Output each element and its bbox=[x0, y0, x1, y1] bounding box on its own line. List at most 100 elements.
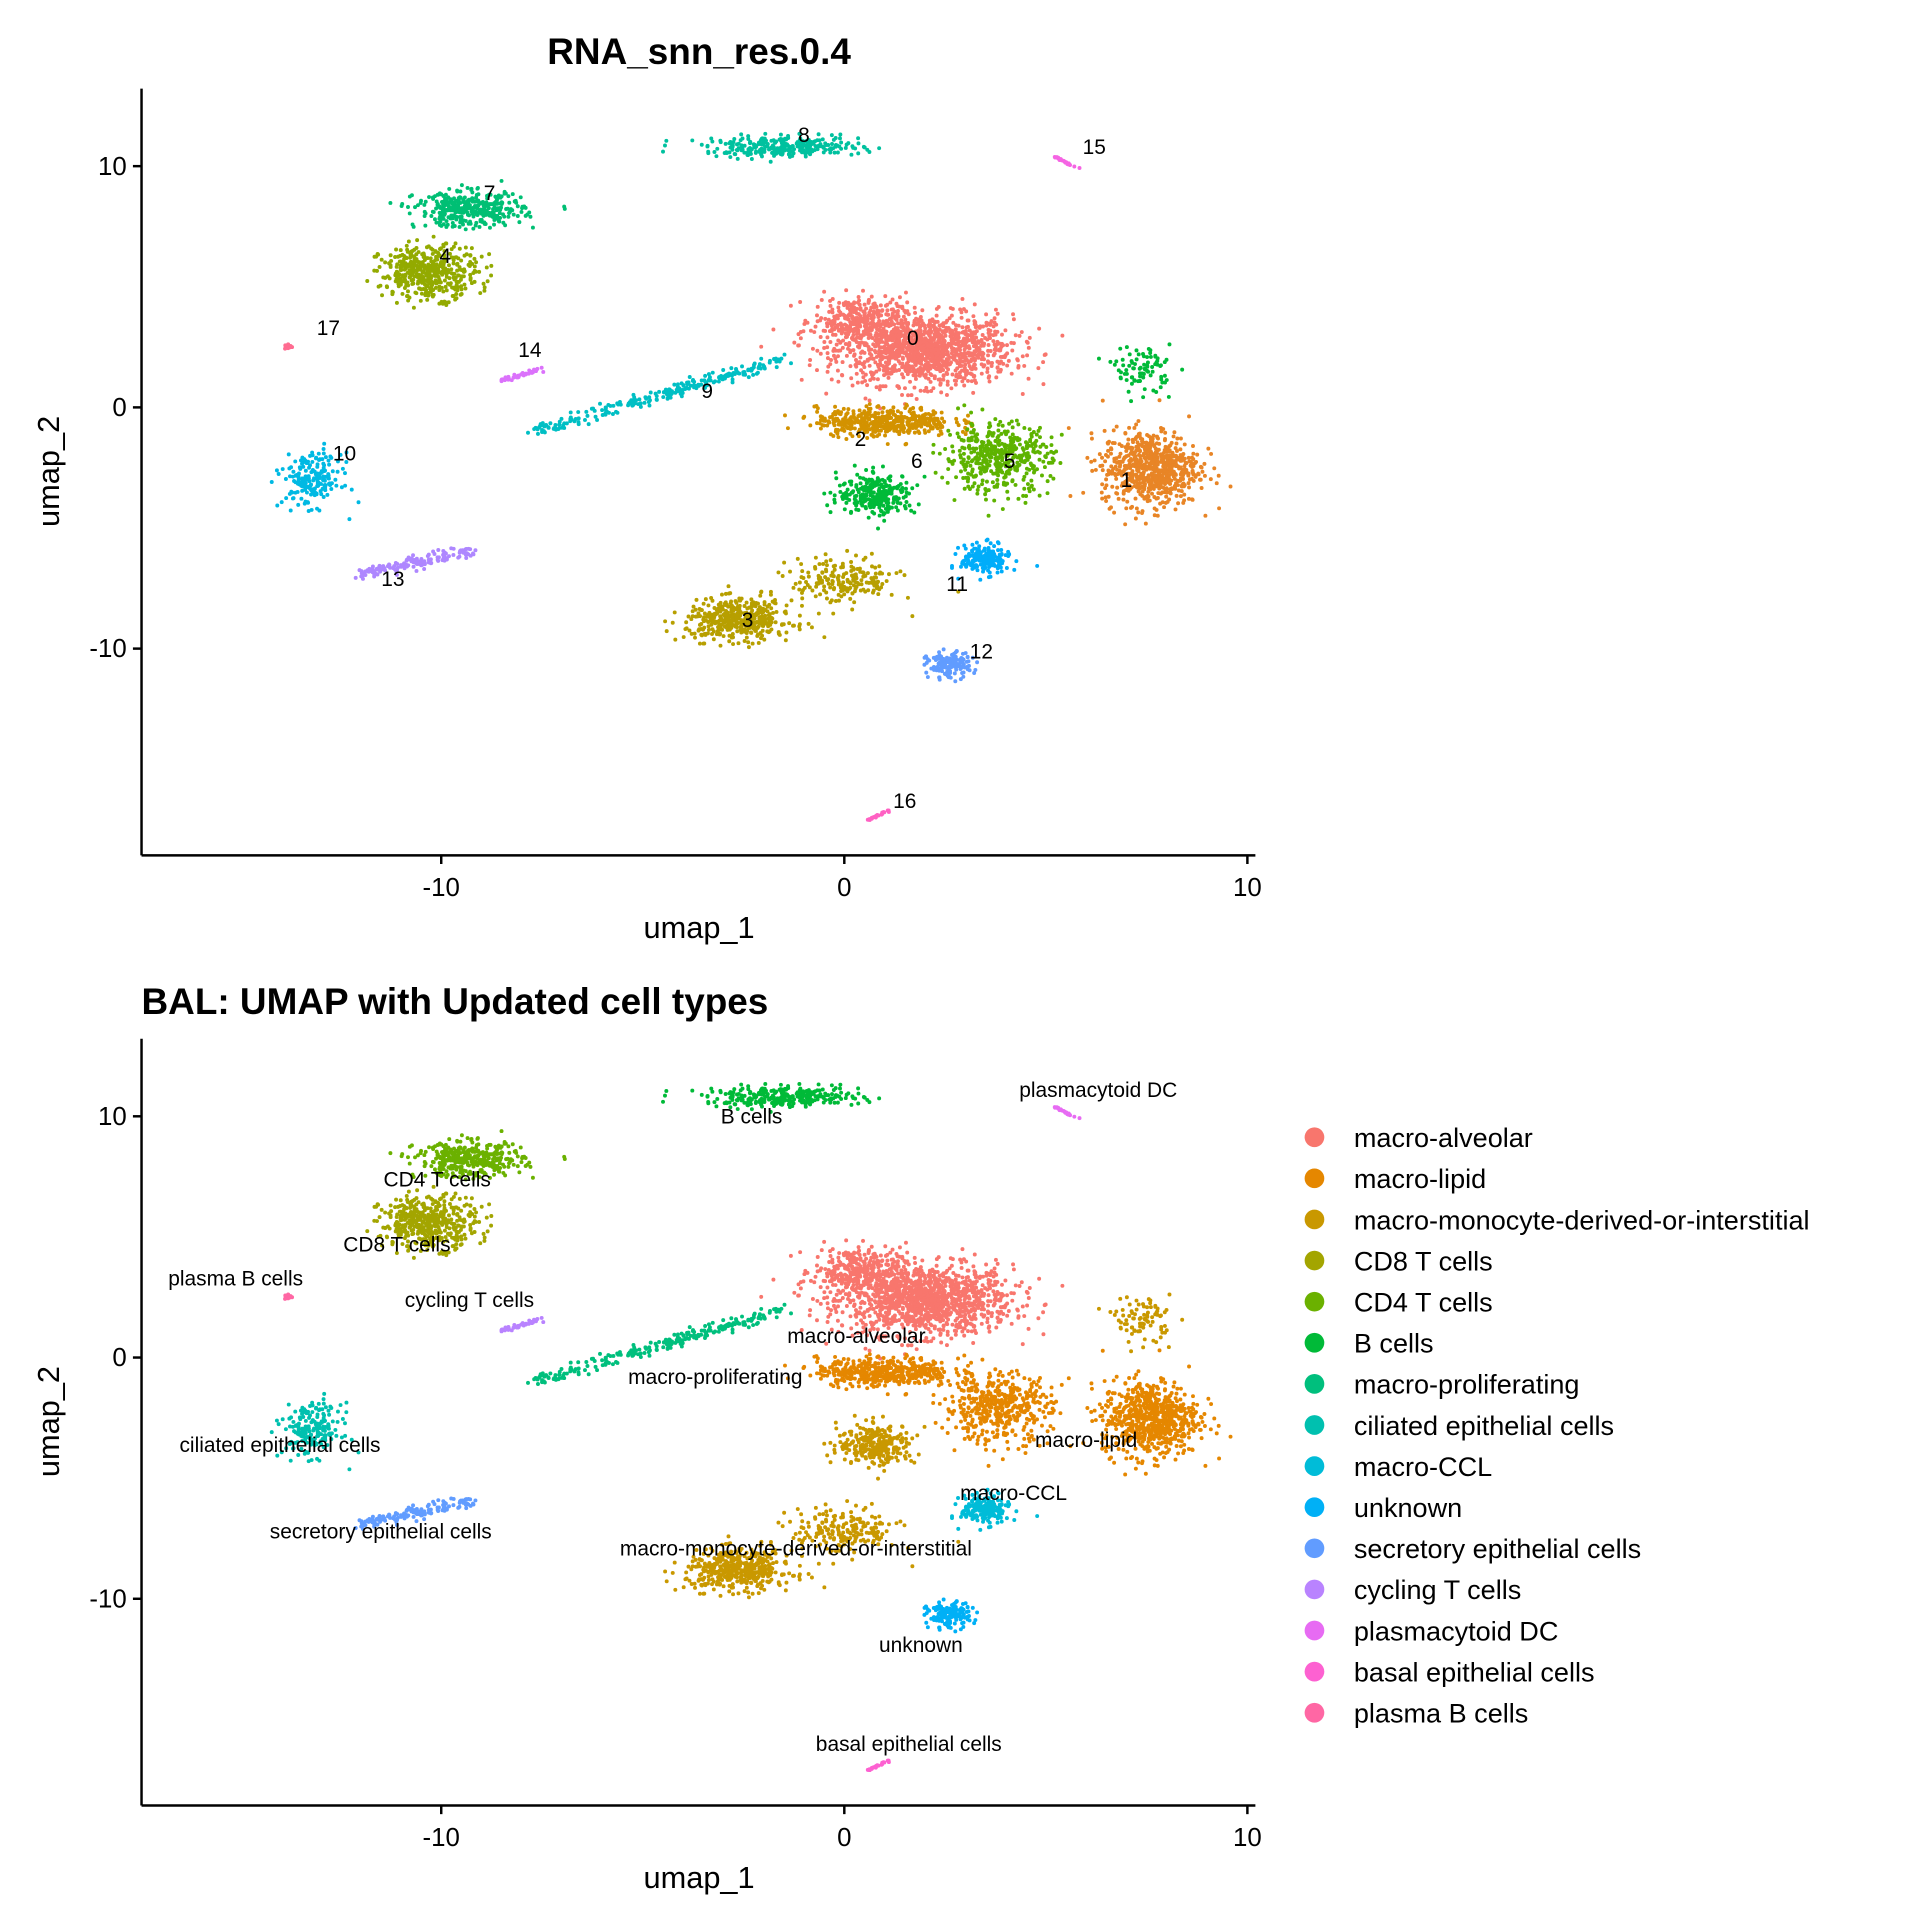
cell-point bbox=[979, 351, 984, 356]
cell-point bbox=[844, 288, 849, 293]
cell-point bbox=[822, 635, 827, 640]
cell-point bbox=[1132, 378, 1137, 383]
cell-point bbox=[958, 455, 963, 460]
cell-point bbox=[875, 377, 880, 382]
cell-point bbox=[1117, 464, 1122, 469]
cell-point bbox=[896, 329, 901, 334]
cell-point bbox=[950, 444, 955, 449]
cell-point bbox=[858, 306, 863, 311]
cell-point bbox=[995, 448, 1000, 453]
cell-point bbox=[901, 325, 906, 330]
cell-point bbox=[910, 330, 915, 335]
cell-point bbox=[941, 341, 946, 345]
cell-point bbox=[980, 407, 985, 412]
cell-point bbox=[852, 352, 857, 357]
cell-point bbox=[1037, 326, 1042, 331]
cell-point bbox=[1089, 431, 1094, 436]
cell-point bbox=[1134, 348, 1139, 353]
cell-point bbox=[906, 312, 911, 317]
cell-point bbox=[715, 629, 720, 634]
cell-point bbox=[1100, 463, 1105, 468]
cell-point bbox=[884, 371, 889, 376]
cell-point bbox=[920, 348, 925, 353]
cell-point bbox=[796, 343, 801, 348]
cell-point bbox=[1134, 506, 1139, 511]
cell-point bbox=[866, 407, 871, 411]
cell-point bbox=[903, 506, 908, 511]
cell-point bbox=[927, 332, 932, 337]
cell-point bbox=[1154, 390, 1159, 394]
cell-point bbox=[945, 480, 950, 485]
cell-point bbox=[1000, 355, 1005, 360]
cell-point bbox=[873, 344, 878, 349]
cell-point bbox=[1118, 346, 1123, 351]
cell-point bbox=[1048, 473, 1053, 478]
cell-point bbox=[831, 574, 836, 579]
cell-point bbox=[394, 300, 399, 305]
cell-point bbox=[925, 353, 930, 358]
cell-point bbox=[376, 284, 381, 289]
cell-point bbox=[1160, 500, 1165, 505]
cell-point bbox=[880, 345, 885, 350]
cell-point bbox=[1104, 453, 1108, 457]
cell-point bbox=[398, 248, 403, 253]
cell-point bbox=[1016, 422, 1021, 427]
cell-point bbox=[909, 508, 914, 513]
cell-point bbox=[1178, 476, 1183, 481]
cell-point bbox=[1198, 464, 1203, 469]
cell-point bbox=[1022, 486, 1027, 491]
cell-point bbox=[848, 323, 853, 328]
cell-point bbox=[436, 274, 441, 279]
cell-point bbox=[385, 274, 390, 279]
cell-point bbox=[1157, 468, 1162, 473]
cell-point bbox=[869, 294, 874, 299]
cell-point bbox=[985, 462, 990, 467]
cell-point bbox=[832, 346, 837, 351]
cell-point bbox=[1015, 455, 1020, 460]
cell-point bbox=[1124, 464, 1129, 468]
cell-point bbox=[895, 409, 900, 414]
cell-point bbox=[388, 263, 393, 268]
cell-point bbox=[389, 258, 394, 263]
cell-point bbox=[872, 511, 877, 516]
cell-point bbox=[890, 343, 895, 348]
cell-point bbox=[1104, 483, 1109, 488]
cell-point bbox=[458, 189, 463, 194]
cell-point bbox=[888, 478, 893, 483]
cell-point bbox=[925, 416, 930, 421]
cell-point bbox=[1162, 373, 1167, 378]
cell-point bbox=[844, 500, 849, 505]
cell-point bbox=[931, 365, 936, 370]
cell-point bbox=[929, 340, 934, 344]
cell-point bbox=[670, 620, 675, 625]
cell-point bbox=[690, 609, 695, 614]
cell-point bbox=[463, 227, 468, 232]
cell-point bbox=[1132, 425, 1137, 430]
cell-point bbox=[956, 360, 961, 365]
cell-point bbox=[1151, 433, 1156, 438]
cell-point bbox=[423, 293, 428, 298]
cell-point bbox=[756, 640, 761, 645]
cell-point bbox=[992, 498, 997, 503]
cell-point bbox=[992, 342, 997, 347]
cell-point bbox=[962, 343, 967, 348]
cell-point bbox=[1155, 455, 1160, 460]
cell-point bbox=[458, 292, 463, 297]
cell-point bbox=[969, 438, 974, 442]
cell-point bbox=[710, 627, 715, 632]
cell-point bbox=[1186, 481, 1191, 486]
cell-point bbox=[456, 273, 461, 278]
cell-point bbox=[880, 328, 885, 333]
cell-point bbox=[825, 335, 830, 340]
cell-point bbox=[799, 562, 804, 567]
cell-point bbox=[842, 421, 847, 425]
cell-point bbox=[802, 585, 807, 590]
cell-point bbox=[402, 264, 407, 268]
cell-point bbox=[1129, 381, 1134, 386]
cell-point bbox=[1127, 352, 1132, 357]
cell-point bbox=[913, 418, 918, 423]
cell-point bbox=[448, 197, 453, 202]
cell-point bbox=[966, 378, 970, 383]
cell-point bbox=[429, 279, 434, 284]
cell-point bbox=[1025, 353, 1030, 358]
